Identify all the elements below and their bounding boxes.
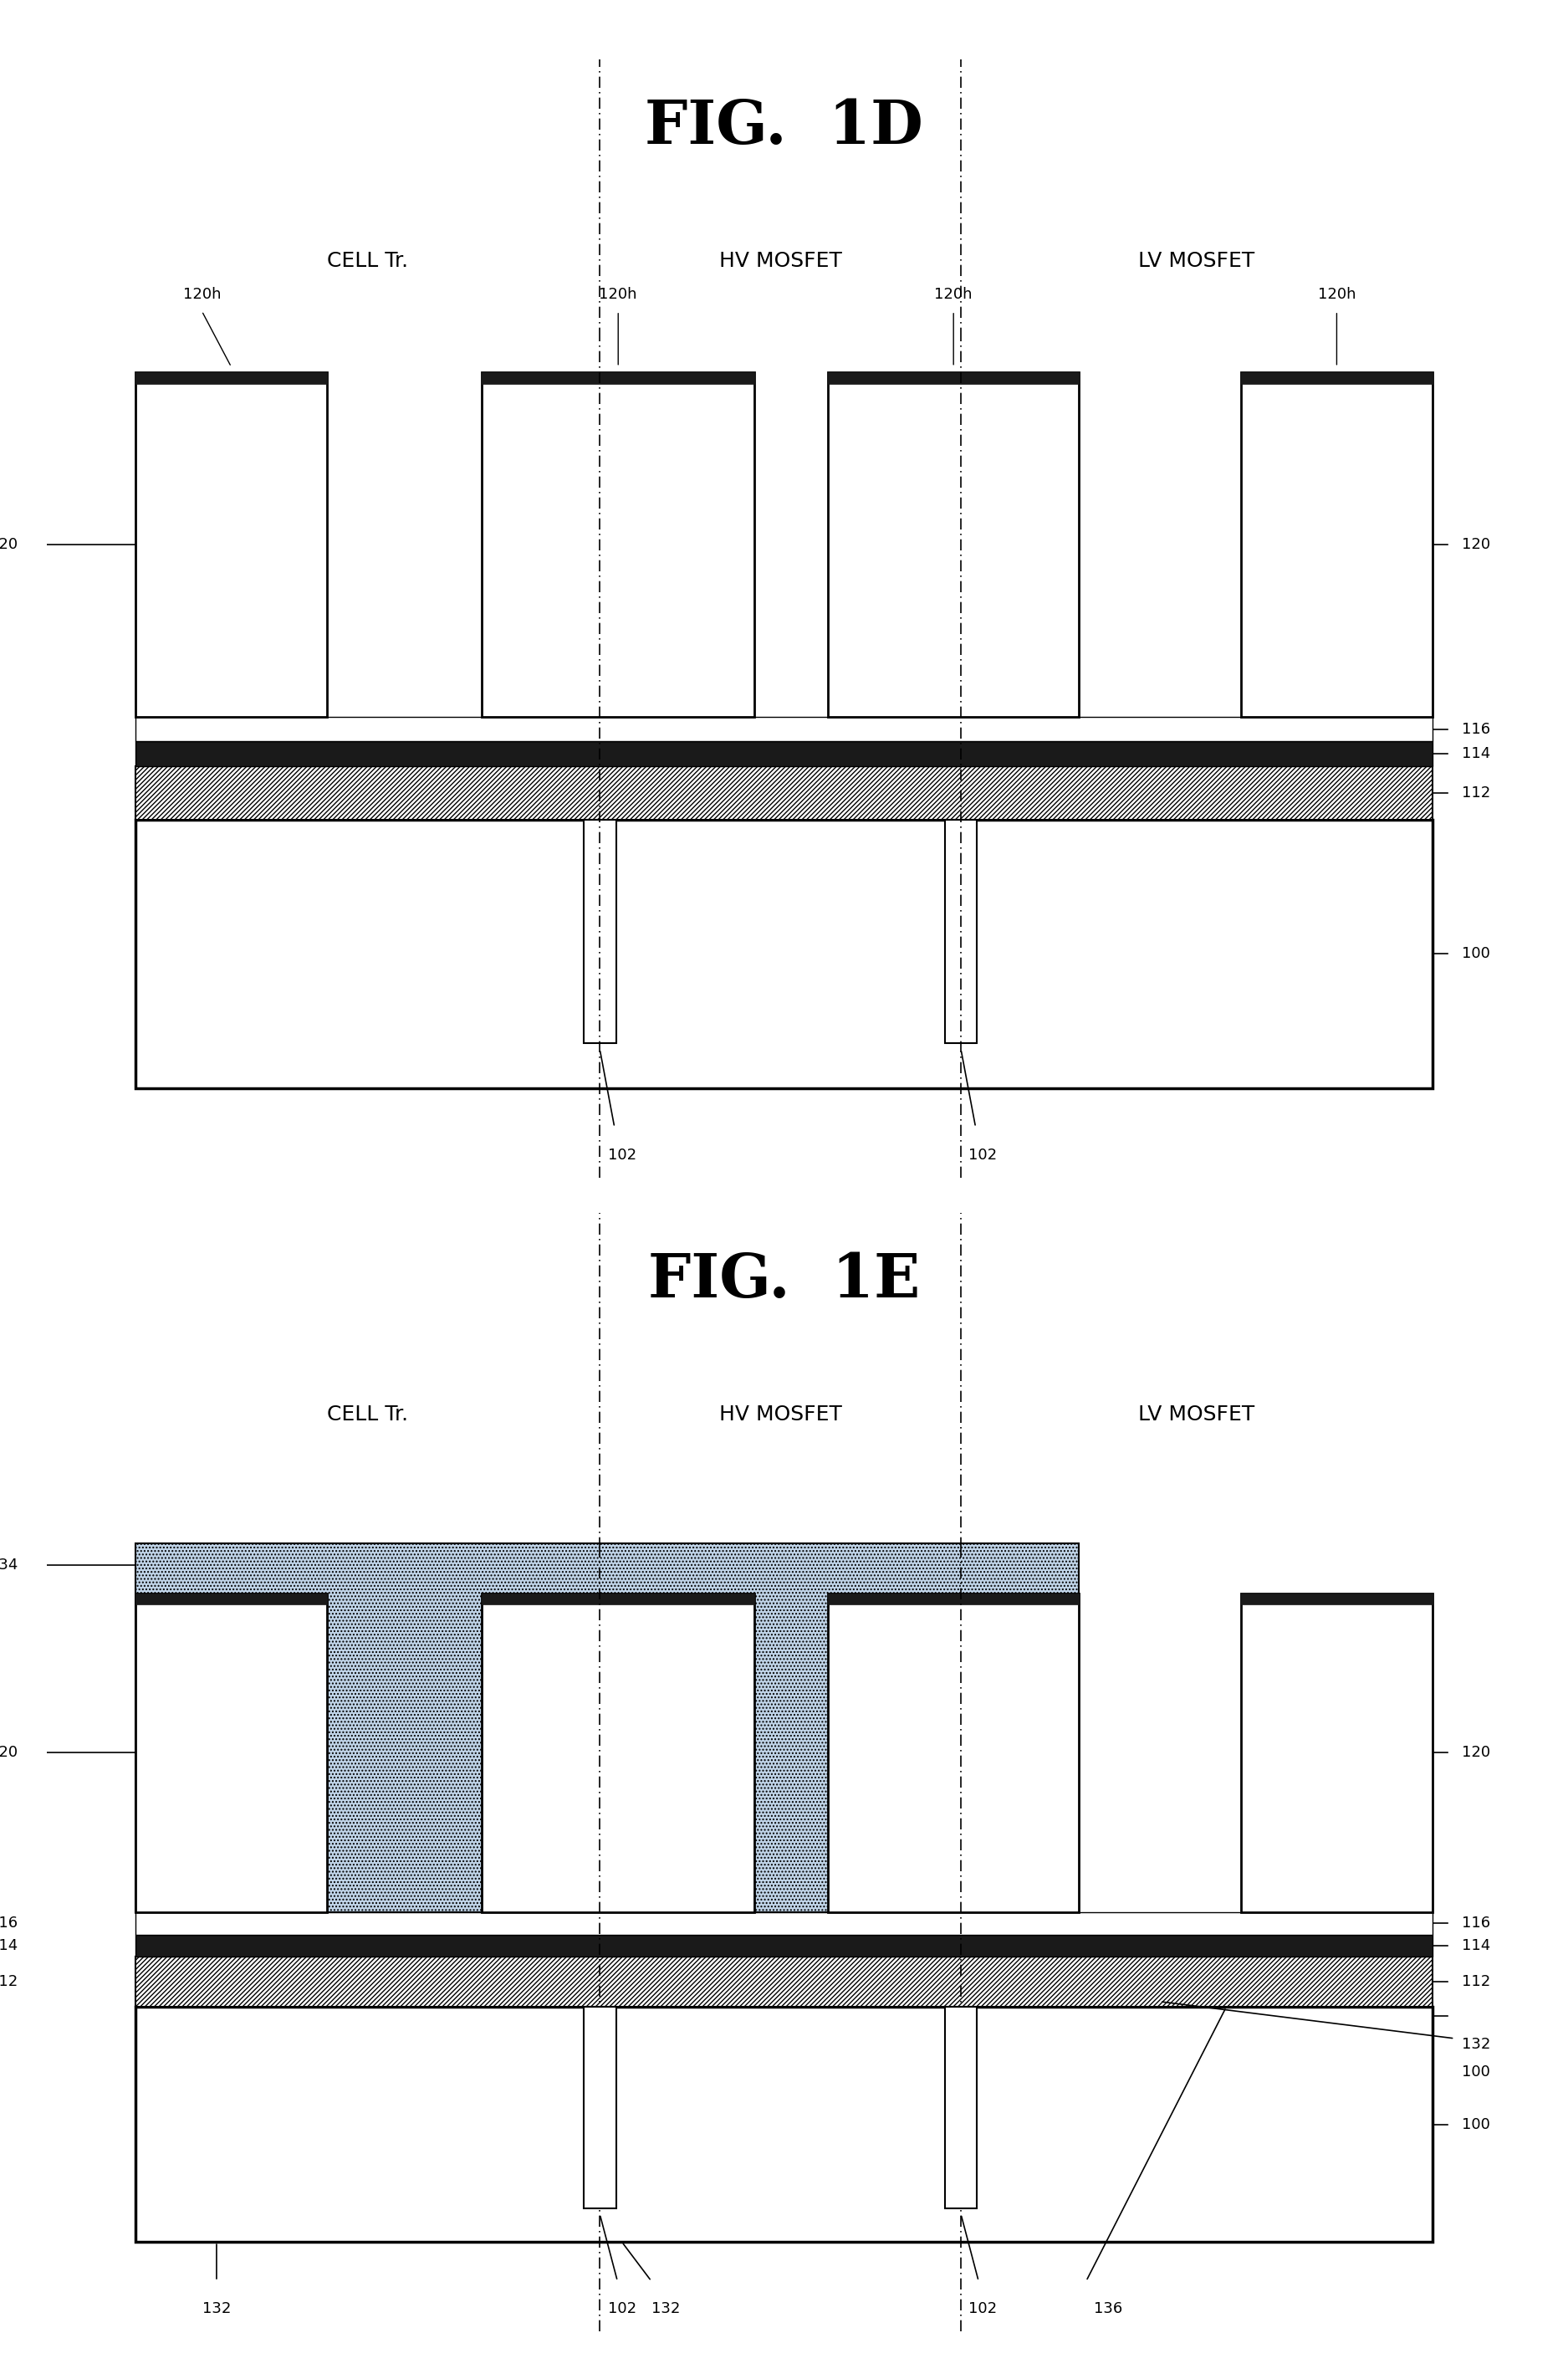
Text: 114: 114 bbox=[1461, 1939, 1491, 1953]
Text: FIG.  1D: FIG. 1D bbox=[644, 98, 924, 157]
Bar bbox=[1240, 1594, 1433, 1913]
Text: 100: 100 bbox=[1461, 2065, 1490, 2079]
Text: 102: 102 bbox=[969, 2300, 997, 2317]
Text: FIG.  1E: FIG. 1E bbox=[648, 1251, 920, 1311]
Bar bbox=[481, 374, 754, 716]
Text: HV MOSFET: HV MOSFET bbox=[718, 250, 842, 271]
Text: 100: 100 bbox=[1461, 2117, 1490, 2132]
Text: 114: 114 bbox=[0, 1939, 17, 1953]
Bar bbox=[135, 374, 328, 716]
Bar bbox=[944, 2008, 977, 2208]
Bar bbox=[135, 1544, 1079, 1913]
Text: CELL Tr.: CELL Tr. bbox=[328, 250, 408, 271]
Text: 116: 116 bbox=[1461, 1915, 1491, 1932]
Bar bbox=[583, 821, 616, 1044]
Text: CELL Tr.: CELL Tr. bbox=[328, 1404, 408, 1425]
Bar bbox=[481, 1594, 754, 1913]
Bar bbox=[1240, 1594, 1433, 1606]
Bar bbox=[135, 2008, 1433, 2241]
Text: 120h: 120h bbox=[935, 288, 972, 302]
Bar bbox=[481, 374, 754, 383]
Bar bbox=[828, 374, 1079, 383]
Bar bbox=[135, 1913, 1433, 1934]
Text: 112: 112 bbox=[0, 1975, 17, 1989]
Bar bbox=[828, 1594, 1079, 1606]
Bar bbox=[828, 374, 1079, 716]
Bar bbox=[135, 1594, 328, 1913]
Bar bbox=[135, 374, 328, 383]
Text: 136: 136 bbox=[1094, 2300, 1123, 2317]
Text: 116: 116 bbox=[0, 1915, 17, 1932]
Text: 102: 102 bbox=[969, 1147, 997, 1163]
Bar bbox=[135, 821, 1433, 1087]
Text: 120: 120 bbox=[1461, 538, 1491, 552]
Bar bbox=[828, 1594, 1079, 1913]
Bar bbox=[1240, 374, 1433, 716]
Text: 120h: 120h bbox=[183, 288, 221, 302]
Text: 132: 132 bbox=[1461, 2036, 1491, 2051]
Text: HV MOSFET: HV MOSFET bbox=[718, 1404, 842, 1425]
Bar bbox=[135, 1594, 328, 1606]
Text: 134: 134 bbox=[0, 1558, 17, 1573]
Text: 112: 112 bbox=[1461, 785, 1491, 799]
Text: 112: 112 bbox=[1461, 1975, 1491, 1989]
Bar bbox=[135, 1934, 1433, 1958]
Bar bbox=[1240, 374, 1433, 383]
Text: 100: 100 bbox=[1461, 947, 1490, 961]
Text: 102: 102 bbox=[608, 1147, 637, 1163]
Bar bbox=[583, 2008, 616, 2208]
Bar bbox=[135, 742, 1433, 766]
Bar bbox=[481, 1594, 754, 1606]
Text: LV MOSFET: LV MOSFET bbox=[1138, 250, 1254, 271]
Text: 120: 120 bbox=[0, 1746, 17, 1760]
Text: LV MOSFET: LV MOSFET bbox=[1138, 1404, 1254, 1425]
Bar bbox=[944, 821, 977, 1044]
Text: 120: 120 bbox=[1461, 1746, 1491, 1760]
Bar bbox=[135, 766, 1433, 821]
Bar bbox=[135, 1958, 1433, 2008]
Text: 114: 114 bbox=[1461, 747, 1491, 761]
Text: 132: 132 bbox=[652, 2300, 681, 2317]
Bar bbox=[135, 716, 1433, 742]
Text: 116: 116 bbox=[1461, 721, 1491, 737]
Text: 120h: 120h bbox=[599, 288, 637, 302]
Text: 102: 102 bbox=[608, 2300, 637, 2317]
Text: 120h: 120h bbox=[1317, 288, 1356, 302]
Text: 132: 132 bbox=[202, 2300, 230, 2317]
Text: 120: 120 bbox=[0, 538, 17, 552]
